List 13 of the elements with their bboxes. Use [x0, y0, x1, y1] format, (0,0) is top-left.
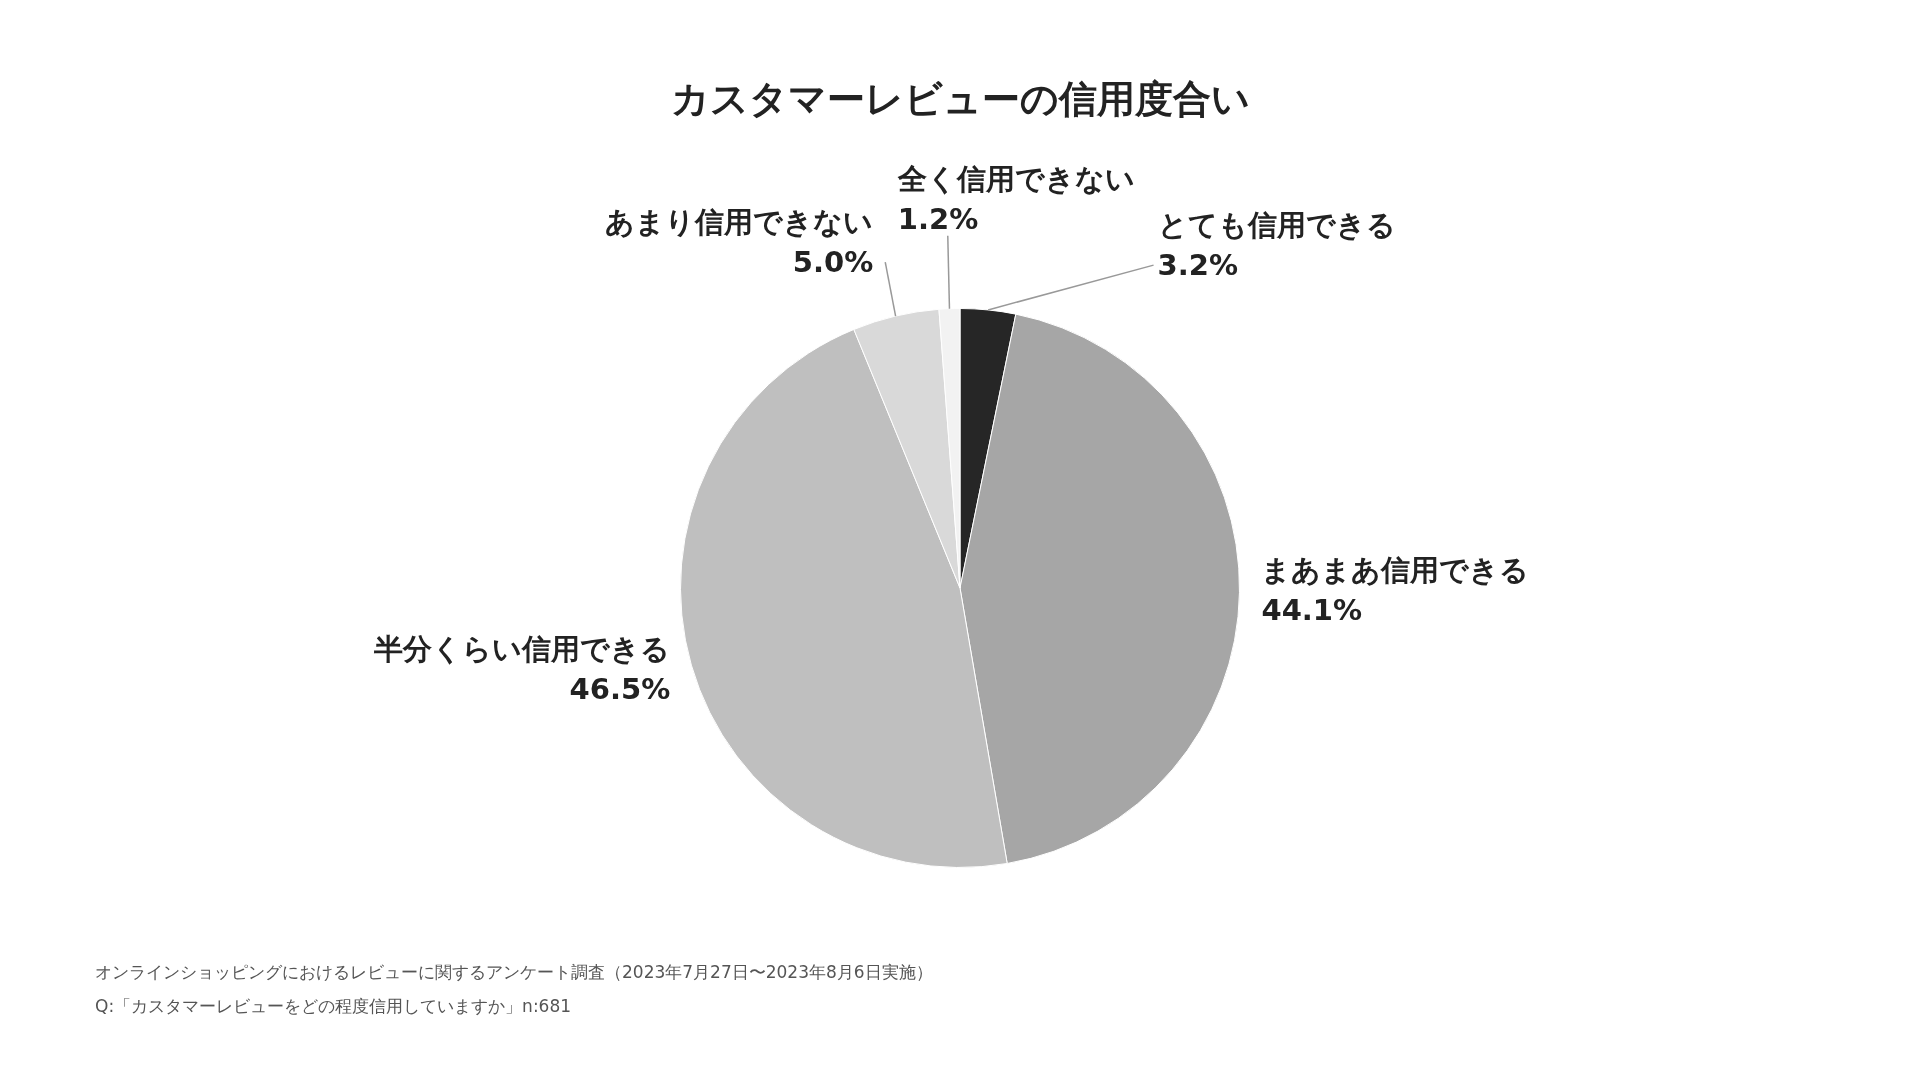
chart-title: カスタマーレビューの信用度合い	[670, 76, 1250, 121]
data-label: 44.1%	[1261, 593, 1363, 628]
slice-label: とても信用できる	[1157, 208, 1396, 243]
data-label: 1.2%	[897, 201, 979, 236]
data-label: 3.2%	[1157, 248, 1238, 283]
text: Q:「カスタマーレビューをどの程度信用していますか」n:681	[95, 995, 573, 1018]
slice-label: 全く信用できない	[896, 161, 1135, 196]
text: オンラインショッピングにおけるレビューに関するアンケート調査（2023年7月27日〜2023年8月6日実施）	[95, 961, 933, 984]
data-label: 5.0%	[792, 245, 874, 280]
slice-label: あまり信用できない	[605, 205, 874, 240]
slice-label: まあまあ信用できる	[1261, 553, 1530, 588]
data-label: 46.5%	[569, 671, 671, 706]
slice-label: 半分くらい信用できる	[373, 631, 671, 666]
